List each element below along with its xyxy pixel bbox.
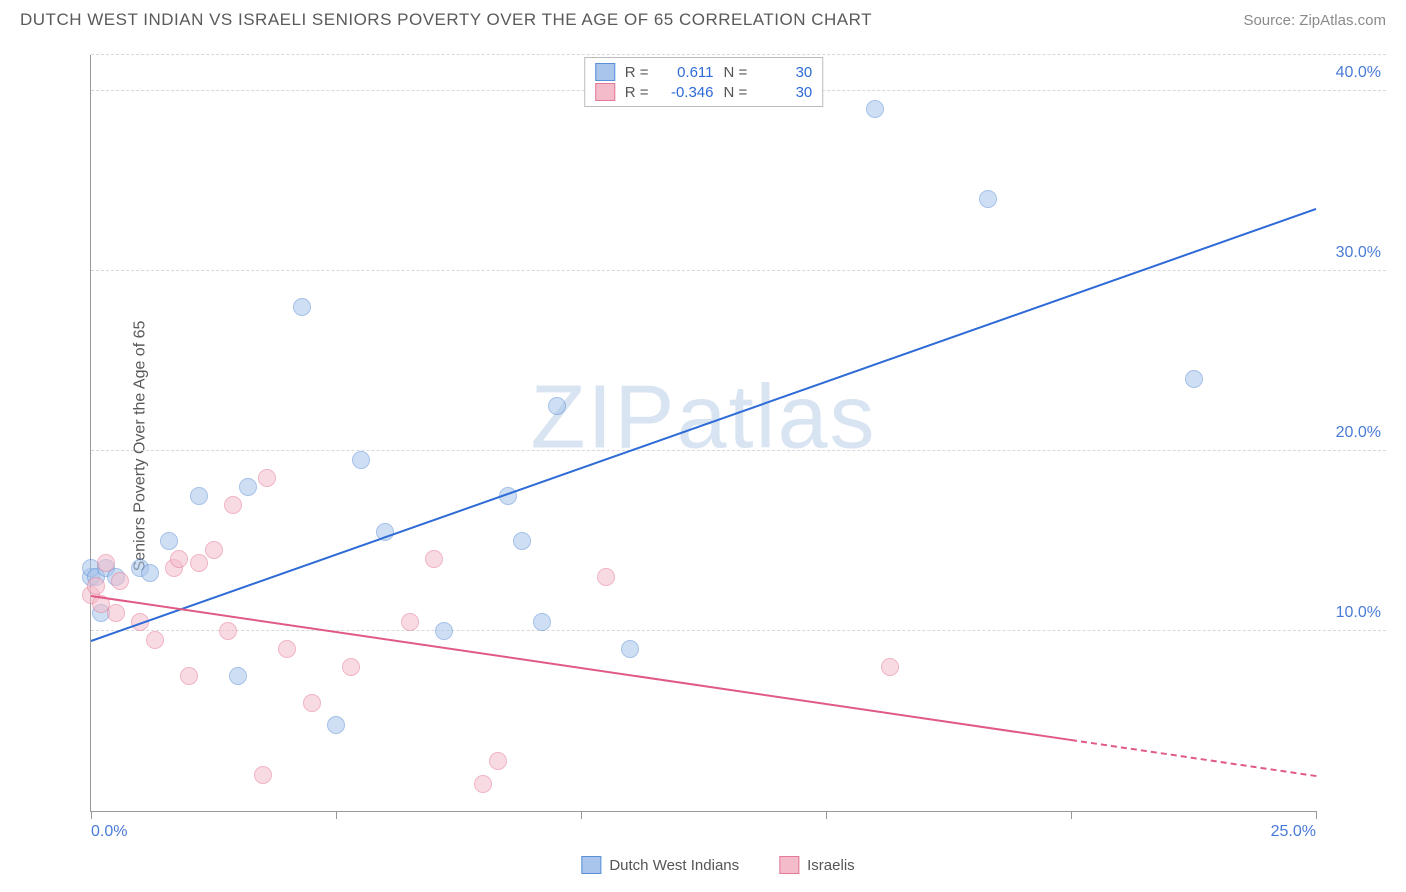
- scatter-point: [180, 667, 198, 685]
- legend-label: Dutch West Indians: [609, 857, 739, 874]
- scatter-point: [401, 613, 419, 631]
- scatter-point: [621, 640, 639, 658]
- scatter-point: [513, 532, 531, 550]
- scatter-point: [141, 564, 159, 582]
- x-tick: [826, 811, 827, 819]
- gridline-h: [91, 450, 1386, 451]
- scatter-point: [146, 631, 164, 649]
- y-tick-label: 10.0%: [1336, 604, 1381, 622]
- scatter-point: [97, 554, 115, 572]
- correlation-stats-box: R = 0.611 N = 30 R = -0.346 N = 30: [584, 57, 824, 107]
- r-value: -0.346: [659, 84, 714, 101]
- scatter-point: [342, 658, 360, 676]
- scatter-point: [239, 478, 257, 496]
- scatter-point: [170, 550, 188, 568]
- y-tick-label: 30.0%: [1336, 244, 1381, 262]
- scatter-point: [205, 541, 223, 559]
- scatter-point: [224, 496, 242, 514]
- scatter-point: [278, 640, 296, 658]
- scatter-point: [258, 469, 276, 487]
- scatter-plot: ZIPatlas R =0.611N =30R =-0.346N =30 10.…: [90, 55, 1316, 812]
- x-tick: [336, 811, 337, 819]
- n-value: 30: [757, 64, 812, 81]
- y-tick-label: 40.0%: [1336, 64, 1381, 82]
- y-tick-label: 20.0%: [1336, 424, 1381, 442]
- series-swatch: [595, 83, 615, 101]
- n-label: N =: [724, 84, 748, 101]
- scatter-point: [190, 487, 208, 505]
- scatter-point: [979, 190, 997, 208]
- chart-source: Source: ZipAtlas.com: [1243, 12, 1386, 29]
- legend-item: Israelis: [779, 856, 855, 874]
- scatter-point: [866, 100, 884, 118]
- r-label: R =: [625, 64, 649, 81]
- n-value: 30: [757, 84, 812, 101]
- scatter-point: [229, 667, 247, 685]
- gridline-h: [91, 54, 1386, 55]
- series-swatch: [581, 856, 601, 874]
- series-legend: Dutch West Indians Israelis: [581, 856, 854, 874]
- r-label: R =: [625, 84, 649, 101]
- scatter-point: [111, 572, 129, 590]
- scatter-point: [489, 752, 507, 770]
- scatter-point: [1185, 370, 1203, 388]
- scatter-point: [254, 766, 272, 784]
- scatter-point: [425, 550, 443, 568]
- chart-header: DUTCH WEST INDIAN VS ISRAELI SENIORS POV…: [0, 0, 1406, 35]
- regression-line: [1071, 739, 1316, 777]
- x-tick: [91, 811, 92, 819]
- regression-line: [91, 208, 1317, 642]
- x-tick: [1316, 811, 1317, 819]
- scatter-point: [548, 397, 566, 415]
- scatter-point: [435, 622, 453, 640]
- scatter-point: [597, 568, 615, 586]
- scatter-point: [87, 577, 105, 595]
- legend-item: Dutch West Indians: [581, 856, 739, 874]
- r-value: 0.611: [659, 64, 714, 81]
- scatter-point: [190, 554, 208, 572]
- x-tick: [1071, 811, 1072, 819]
- scatter-point: [303, 694, 321, 712]
- chart-area: ZIPatlas R =0.611N =30R =-0.346N =30 10.…: [50, 55, 1386, 842]
- x-tick: [581, 811, 582, 819]
- x-tick-label: 0.0%: [91, 823, 127, 841]
- scatter-point: [881, 658, 899, 676]
- scatter-point: [352, 451, 370, 469]
- scatter-point: [474, 775, 492, 793]
- series-swatch: [595, 63, 615, 81]
- gridline-h: [91, 270, 1386, 271]
- scatter-point: [219, 622, 237, 640]
- scatter-point: [107, 604, 125, 622]
- legend-label: Israelis: [807, 857, 855, 874]
- stats-row: R = -0.346 N = 30: [595, 82, 813, 102]
- chart-title: DUTCH WEST INDIAN VS ISRAELI SENIORS POV…: [20, 10, 872, 30]
- scatter-point: [327, 716, 345, 734]
- scatter-point: [293, 298, 311, 316]
- gridline-h: [91, 630, 1386, 631]
- scatter-point: [533, 613, 551, 631]
- scatter-point: [160, 532, 178, 550]
- x-tick-label: 25.0%: [1271, 823, 1316, 841]
- stats-row: R = 0.611 N = 30: [595, 62, 813, 82]
- n-label: N =: [724, 64, 748, 81]
- series-swatch: [779, 856, 799, 874]
